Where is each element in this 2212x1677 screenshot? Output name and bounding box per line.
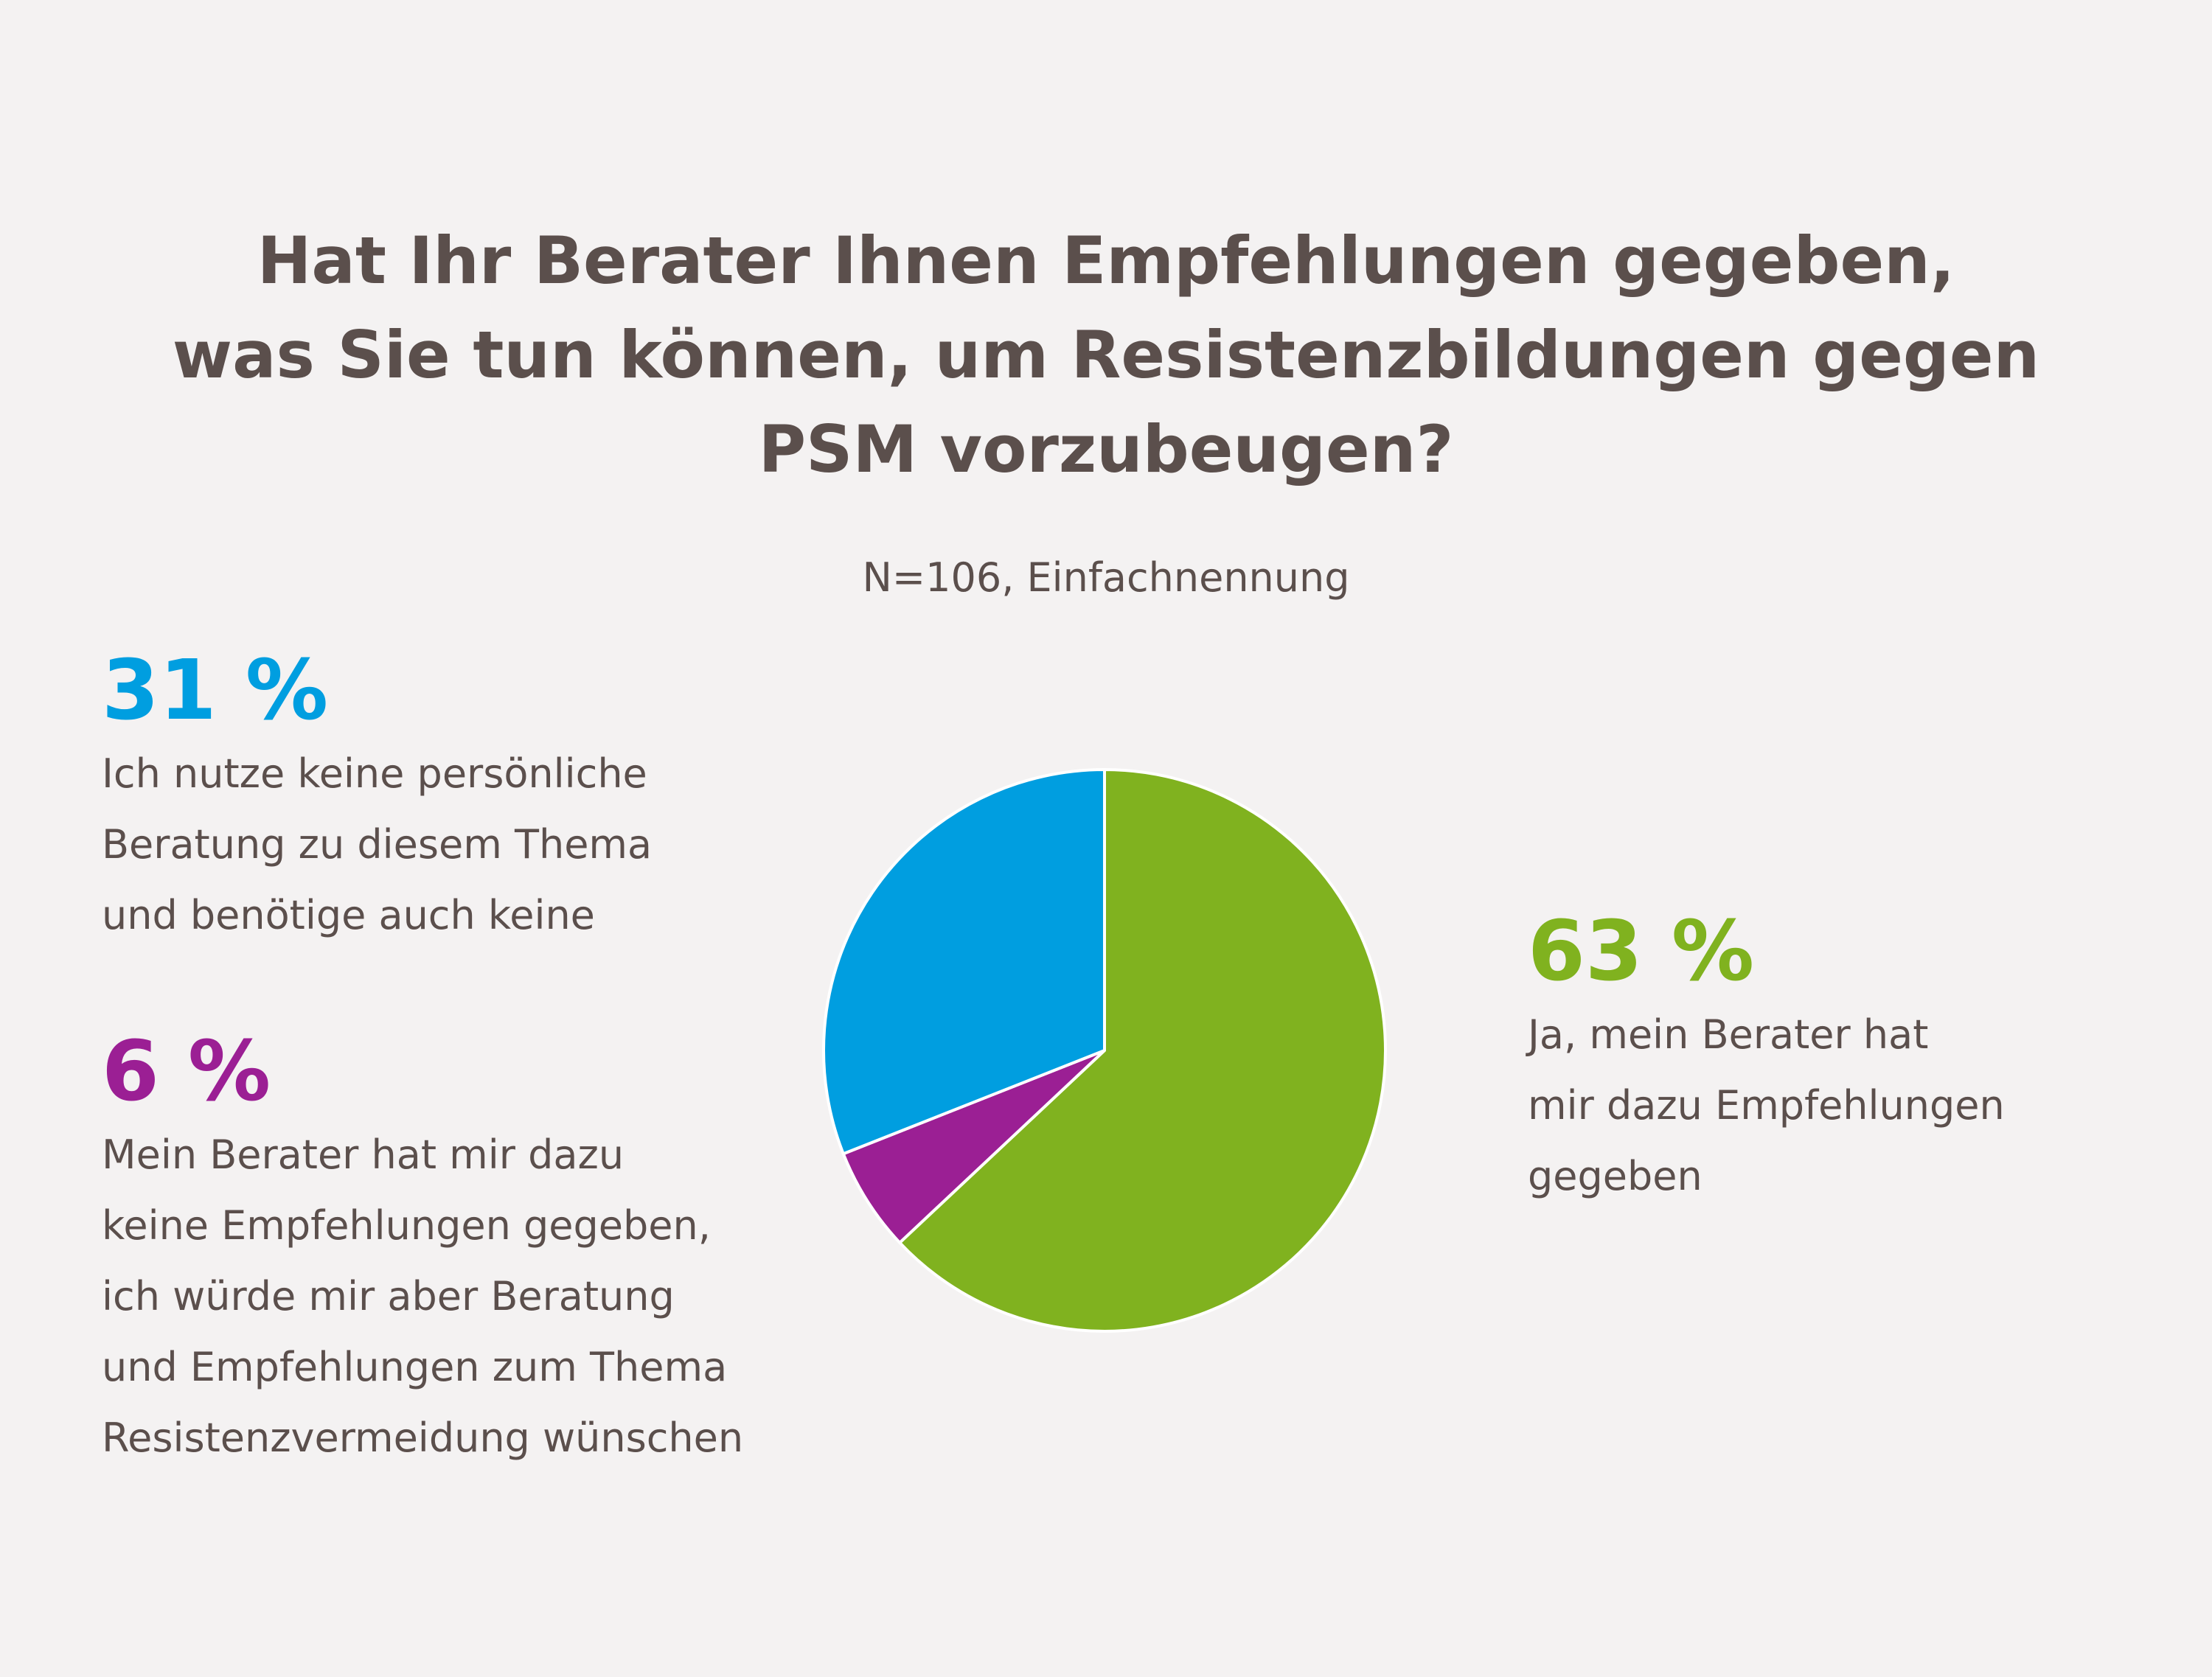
pie-slice (898, 768, 1387, 1333)
category-label: Ich nutze keine persönliche Beratung zu … (102, 750, 653, 938)
category-label: Ja, mein Berater hat mir dazu Empfehlung… (1528, 1011, 2005, 1199)
value-label: 63 % (1528, 904, 1755, 1000)
category-label: Mein Berater hat mir dazu keine Empfehlu… (102, 1132, 744, 1461)
pie-slice (841, 1049, 1106, 1244)
value-label: 31 % (102, 643, 329, 739)
slice-label: 63 % Ja, mein Berater hat mir dazu Empfeh… (1528, 904, 2005, 1212)
slice-label: 6 % Mein Berater hat mir dazu keine Empfe… (102, 1024, 743, 1474)
slice-label: 31 % Ich nutze keine persönliche Beratung… (102, 643, 652, 951)
chart-subtitle: N=106, Einfachnennung (862, 554, 1350, 601)
value-label: 6 % (102, 1024, 271, 1120)
chart-title: Hat Ihr Berater Ihnen Empfehlungen gegeb… (172, 223, 2040, 487)
pie-slice (822, 768, 1106, 1156)
